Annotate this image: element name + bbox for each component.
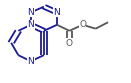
Text: O: O <box>79 20 86 29</box>
Text: O: O <box>66 39 73 48</box>
Text: N: N <box>27 20 34 29</box>
Text: N: N <box>54 8 60 17</box>
Text: N: N <box>27 57 34 66</box>
Text: N: N <box>27 8 34 17</box>
